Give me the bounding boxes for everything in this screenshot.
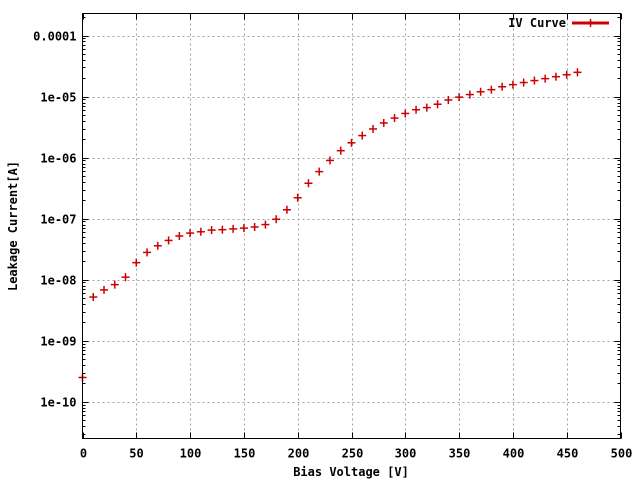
data-point [282, 205, 291, 214]
data-point [164, 236, 173, 245]
data-point [143, 248, 152, 257]
data-point [433, 100, 442, 109]
data-point [250, 223, 259, 232]
data-point [519, 78, 528, 87]
data-point [379, 118, 388, 127]
x-tick-label: 450 [557, 447, 579, 461]
data-point [121, 273, 130, 282]
y-tick-label: 1e-05 [40, 91, 76, 105]
data-point [186, 229, 195, 238]
x-axis-tick-labels: 0 50 100 150 200 250 300 350 400 450 500 [80, 447, 632, 461]
data-point [369, 124, 378, 133]
x-tick-label: 250 [342, 447, 364, 461]
data-point [153, 241, 162, 250]
y-axis-label: Leakage Current[A] [6, 161, 20, 291]
x-tick-label: 500 [611, 447, 633, 461]
x-tick-label: 400 [503, 447, 525, 461]
legend: IV Curve [508, 16, 609, 30]
data-point [336, 146, 345, 155]
x-tick-label: 50 [129, 447, 143, 461]
data-point [541, 74, 550, 83]
data-point [412, 105, 421, 114]
x-tick-label: 300 [395, 447, 417, 461]
y-tick-label: 1e-09 [40, 335, 76, 349]
y-tick-label: 1e-10 [40, 396, 76, 410]
data-point [218, 225, 227, 234]
data-point [476, 87, 485, 96]
legend-point [586, 19, 595, 27]
data-point [530, 76, 539, 85]
x-tick-label: 350 [449, 447, 471, 461]
data-point [304, 179, 313, 188]
data-point [422, 103, 431, 112]
data-point [272, 215, 281, 224]
data-point [455, 93, 464, 102]
data-point [229, 224, 238, 233]
legend-label: IV Curve [508, 16, 566, 30]
y-tick-label: 1e-06 [40, 152, 76, 166]
data-point [175, 231, 184, 240]
data-point [465, 90, 474, 99]
data-point [390, 114, 399, 123]
data-series-markers [78, 68, 582, 382]
data-point [293, 193, 302, 202]
data-point [498, 82, 507, 91]
data-point [358, 131, 367, 140]
data-point [89, 293, 98, 302]
plot-frame [82, 13, 621, 439]
data-point [444, 95, 453, 104]
data-point [196, 227, 205, 236]
x-tick-label: 100 [180, 447, 202, 461]
grid-lines [82, 13, 621, 439]
data-point [100, 285, 109, 294]
data-point [573, 68, 582, 77]
data-point [508, 80, 517, 89]
data-point [239, 224, 248, 233]
y-tick-label: 1e-07 [40, 213, 76, 227]
x-axis-label: Bias Voltage [V] [293, 465, 409, 479]
data-point [562, 70, 571, 79]
x-tick-label: 150 [234, 447, 256, 461]
data-point [132, 258, 141, 267]
legend-marker [586, 19, 595, 27]
data-point [551, 72, 560, 81]
data-point [347, 138, 356, 147]
data-point [487, 85, 496, 94]
data-point [315, 167, 324, 176]
data-point [325, 156, 334, 165]
data-point [261, 220, 270, 229]
data-point [110, 280, 119, 289]
x-tick-label: 200 [288, 447, 310, 461]
y-tick-label: 0.0001 [33, 30, 76, 44]
x-tick-label: 0 [80, 447, 87, 461]
data-point [207, 226, 216, 235]
y-axis-tick-labels: 1e-10 1e-09 1e-08 1e-07 1e-06 1e-05 0.0001 [33, 30, 76, 410]
y-tick-label: 1e-08 [40, 274, 76, 288]
data-point [401, 109, 410, 118]
